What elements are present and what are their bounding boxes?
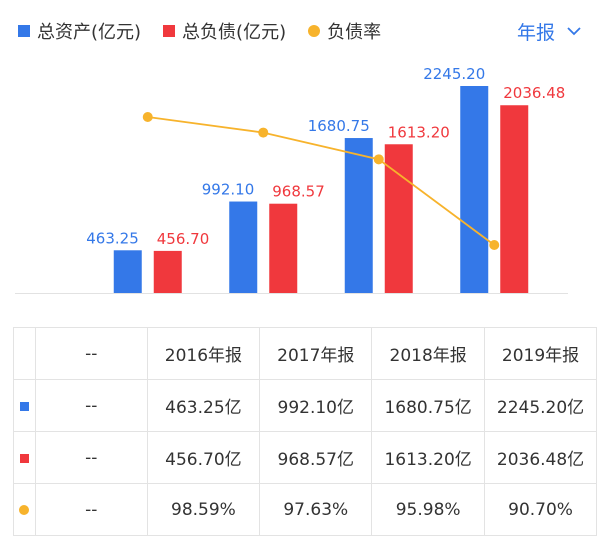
data-label: 968.57	[272, 183, 325, 201]
debt-ratio-swatch	[308, 25, 321, 37]
debt-ratio-point	[142, 112, 153, 122]
table-header-row: -- 2016年报 2017年报 2018年报 2019年报	[13, 327, 597, 380]
table-cell: 97.63%	[259, 483, 373, 536]
data-label: 992.10	[202, 181, 255, 199]
table-row-label: --	[34, 483, 148, 536]
table-marker-cell	[13, 483, 36, 536]
table-cell: 95.98%	[371, 483, 486, 536]
debt-ratio-marker	[19, 504, 30, 515]
data-label: 463.25	[86, 229, 139, 247]
period-label: 年报	[516, 21, 555, 44]
bar-total-liabilities	[153, 250, 182, 293]
total-assets-swatch	[18, 25, 30, 37]
bar-total-assets	[460, 86, 489, 293]
table-header-cell: 2019年报	[484, 327, 597, 380]
legend-label: 总资产(亿元)	[37, 22, 142, 43]
table-header-cell: 2017年报	[259, 327, 373, 380]
table-cell: 456.70亿	[146, 431, 261, 484]
bar-total-assets	[344, 138, 373, 293]
table-marker-cell	[13, 379, 36, 432]
bar-total-liabilities	[384, 144, 413, 293]
table-row-label: --	[34, 379, 148, 432]
data-label: 456.70	[157, 230, 210, 248]
total-assets-marker	[19, 401, 29, 411]
table-cell: 992.10亿	[259, 379, 373, 432]
table-cell: 2245.20亿	[484, 379, 597, 432]
table-cell: 1613.20亿	[371, 431, 486, 484]
table-header-cell: --	[34, 327, 148, 380]
legend-label: 总负债(亿元)	[182, 22, 287, 43]
legend-item-total-liabilities[interactable]: 总负债(亿元)	[163, 18, 286, 44]
table-marker-cell	[13, 327, 36, 380]
table-row-label: --	[34, 431, 148, 484]
period-selector[interactable]: 年报	[517, 16, 581, 46]
legend-item-total-assets[interactable]: 总资产(亿元)	[18, 18, 141, 44]
chart-legend: 总资产(亿元) 总负债(亿元) 负债率	[18, 16, 403, 46]
table-marker-cell	[13, 431, 36, 484]
table-cell: 968.57亿	[259, 431, 373, 484]
table-row-total-liabilities: -- 456.70亿 968.57亿 1613.20亿 2036.48亿	[13, 431, 597, 484]
debt-ratio-point	[489, 240, 500, 250]
bar-total-assets	[229, 201, 258, 293]
chart-plot: 463.25 456.70 992.10 968.57 1680.75 1613.20 22…	[15, 65, 568, 294]
table-cell: 463.25亿	[146, 379, 261, 432]
table-cell: 98.59%	[146, 483, 261, 536]
total-liabilities-swatch	[163, 25, 176, 37]
legend-label: 负债率	[327, 22, 382, 43]
debt-ratio-line	[147, 116, 495, 246]
table-cell: 1680.75亿	[371, 379, 486, 432]
total-liabilities-marker	[19, 453, 29, 463]
debt-ratio-point	[373, 154, 384, 165]
bar-total-assets	[113, 250, 142, 293]
bar-total-liabilities	[269, 203, 298, 293]
data-label: 1613.20	[388, 123, 450, 141]
table-cell: 2036.48亿	[484, 431, 597, 484]
table-row-debt-ratio: -- 98.59% 97.63% 95.98% 90.70%	[13, 483, 597, 536]
table-header-cell: 2018年报	[371, 327, 486, 380]
table-row-total-assets: -- 463.25亿 992.10亿 1680.75亿 2245.20亿	[13, 379, 597, 432]
chevron-down-icon	[567, 26, 581, 36]
data-table: -- 2016年报 2017年报 2018年报 2019年报 -- 463.25…	[13, 327, 597, 536]
data-label: 1680.75	[308, 117, 370, 135]
table-header-cell: 2016年报	[146, 327, 261, 380]
data-label: 2245.20	[423, 65, 485, 83]
bar-total-liabilities	[500, 105, 529, 294]
legend-item-debt-ratio[interactable]: 负债率	[308, 18, 381, 44]
data-label: 2036.48	[503, 84, 565, 102]
table-cell: 90.70%	[484, 483, 597, 536]
debt-ratio-point	[258, 127, 269, 138]
